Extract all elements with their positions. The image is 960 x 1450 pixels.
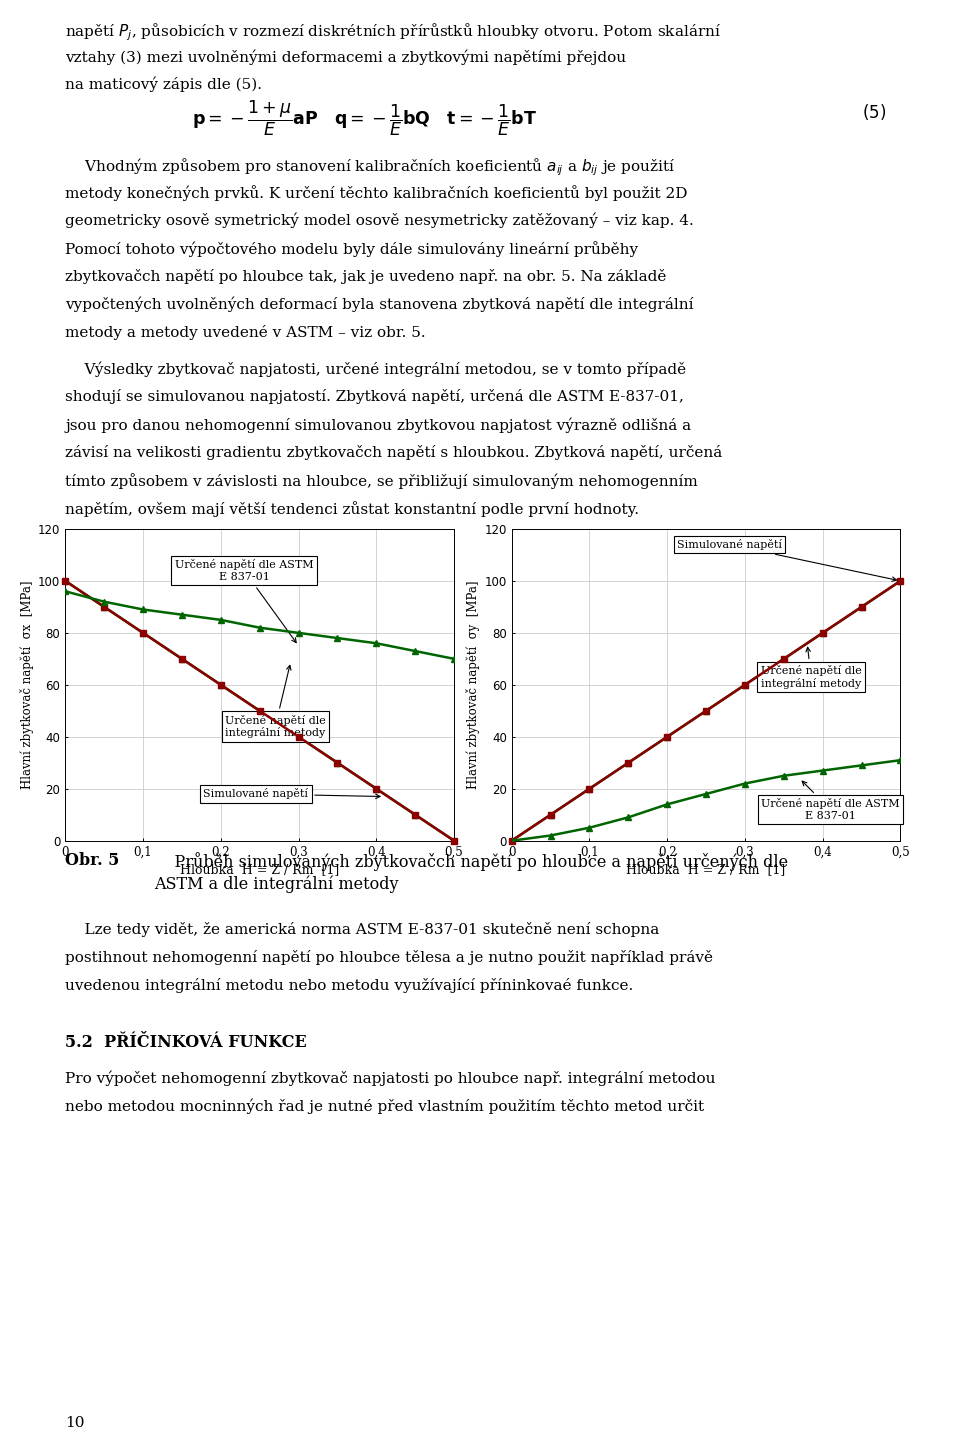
Text: $\mathbf{p} = -\dfrac{1+\mu}{E}\mathbf{a}\mathbf{P}$$\quad \mathbf{q} = -\dfrac{: $\mathbf{p} = -\dfrac{1+\mu}{E}\mathbf{a… (192, 99, 538, 138)
Text: metody konečných prvků. K určení těchto kalibračních koeficientů byl použit 2D: metody konečných prvků. K určení těchto … (65, 184, 687, 200)
Text: vypočtených uvolněných deformací byla stanovena zbytková napětí dle integrální: vypočtených uvolněných deformací byla st… (65, 297, 694, 312)
Text: Určené napětí dle ASTM
E 837-01: Určené napětí dle ASTM E 837-01 (175, 560, 314, 642)
Text: napětí $P_j$, působicích v rozmezí diskrétních přírůstků hloubky otvoru. Potom s: napětí $P_j$, působicích v rozmezí diskr… (65, 20, 722, 42)
Text: $(5)$: $(5)$ (861, 103, 886, 122)
Text: Lze tedy vidět, že americká norma ASTM E-837-01 skutečně není schopna: Lze tedy vidět, že americká norma ASTM E… (65, 922, 660, 937)
Text: na maticový zápis dle (5).: na maticový zápis dle (5). (65, 77, 262, 93)
X-axis label: Hloubka  H = Z / Rm  [1]: Hloubka H = Z / Rm [1] (180, 863, 339, 876)
Text: vztahy (3) mezi uvolněnými deformacemi a zbytkovými napětími přejdou: vztahy (3) mezi uvolněnými deformacemi a… (65, 49, 627, 64)
Text: Určené napětí dle ASTM
E 837-01: Určené napětí dle ASTM E 837-01 (761, 782, 900, 821)
Text: Výsledky zbytkovač napjatosti, určené integrální metodou, se v tomto případě: Výsledky zbytkovač napjatosti, určené in… (65, 361, 686, 377)
Text: Pro výpočet nehomogenní zbytkovač napjatosti po hloubce např. integrální metodou: Pro výpočet nehomogenní zbytkovač napjat… (65, 1070, 716, 1086)
Text: napětím, ovšem mají větší tendenci zůstat konstantní podle první hodnoty.: napětím, ovšem mají větší tendenci zůsta… (65, 500, 639, 516)
Text: Pomocí tohoto výpočtového modelu byly dále simulovány lineární průběhy: Pomocí tohoto výpočtového modelu byly dá… (65, 241, 638, 257)
Text: 5.2  PŘÍČINKOVÁ FUNKCE: 5.2 PŘÍČINKOVÁ FUNKCE (65, 1034, 307, 1051)
Text: zbytkovačch napětí po hloubce tak, jak je uvedeno např. na obr. 5. Na základě: zbytkovačch napětí po hloubce tak, jak j… (65, 268, 666, 284)
Y-axis label: Hlavní zbytkovač napětí  σy  [MPa]: Hlavní zbytkovač napětí σy [MPa] (467, 580, 480, 789)
Text: uvedenou integrální metodu nebo metodu využívající příninkovaé funkce.: uvedenou integrální metodu nebo metodu v… (65, 979, 634, 993)
Text: Obr. 5: Obr. 5 (65, 853, 120, 870)
Text: 10: 10 (65, 1415, 84, 1430)
Text: postihnout nehomogenní napětí po hloubce tělesa a je nutno použit například práv: postihnout nehomogenní napětí po hloubce… (65, 950, 713, 966)
Text: Vhodným způsobem pro stanovení kalibračních koeficientů $a_{ij}$ a $b_{ij}$ je p: Vhodným způsobem pro stanovení kalibračn… (65, 157, 676, 178)
Text: Simulované napětí: Simulované napětí (677, 539, 897, 581)
Text: závisí na velikosti gradientu zbytkovačch napětí s hloubkou. Zbytková napětí, ur: závisí na velikosti gradientu zbytkovačc… (65, 445, 723, 460)
Text: Určené napětí dle
integrální metody: Určené napětí dle integrální metody (225, 666, 325, 738)
Text: geometricky osově symetrický model osově nesymetricky zatěžovaný – viz kap. 4.: geometricky osově symetrický model osově… (65, 213, 694, 228)
Text: tímto způsobem v závislosti na hloubce, se přibližují simulovaným nehomogenním: tímto způsobem v závislosti na hloubce, … (65, 473, 698, 489)
Text: Průběh simulovaných zbytkovačch napětí po hloubce a napětí určených dle: Průběh simulovaných zbytkovačch napětí p… (154, 853, 788, 871)
Text: Simulované napětí: Simulované napětí (204, 789, 380, 799)
Text: nebo metodou mocninných řad je nutné před vlastním použitím těchto metod určit: nebo metodou mocninných řad je nutné pře… (65, 1099, 705, 1114)
Text: shodují se simulovanou napjatostí. Zbytková napětí, určená dle ASTM E-837-01,: shodují se simulovanou napjatostí. Zbytk… (65, 389, 684, 405)
Text: ASTM a dle integrální metody: ASTM a dle integrální metody (154, 876, 398, 893)
Text: jsou pro danou nehomogenní simulovanou zbytkovou napjatost výrazně odlišná a: jsou pro danou nehomogenní simulovanou z… (65, 418, 691, 432)
Y-axis label: Hlavní zbytkovač napětí  σx  [MPa]: Hlavní zbytkovač napětí σx [MPa] (20, 580, 34, 789)
X-axis label: Hloubka  H = Z / Rm  [1]: Hloubka H = Z / Rm [1] (627, 863, 785, 876)
Text: metody a metody uvedené v ASTM – viz obr. 5.: metody a metody uvedené v ASTM – viz obr… (65, 325, 426, 339)
Text: Určené napětí dle
integrální metody: Určené napětí dle integrální metody (760, 647, 861, 689)
